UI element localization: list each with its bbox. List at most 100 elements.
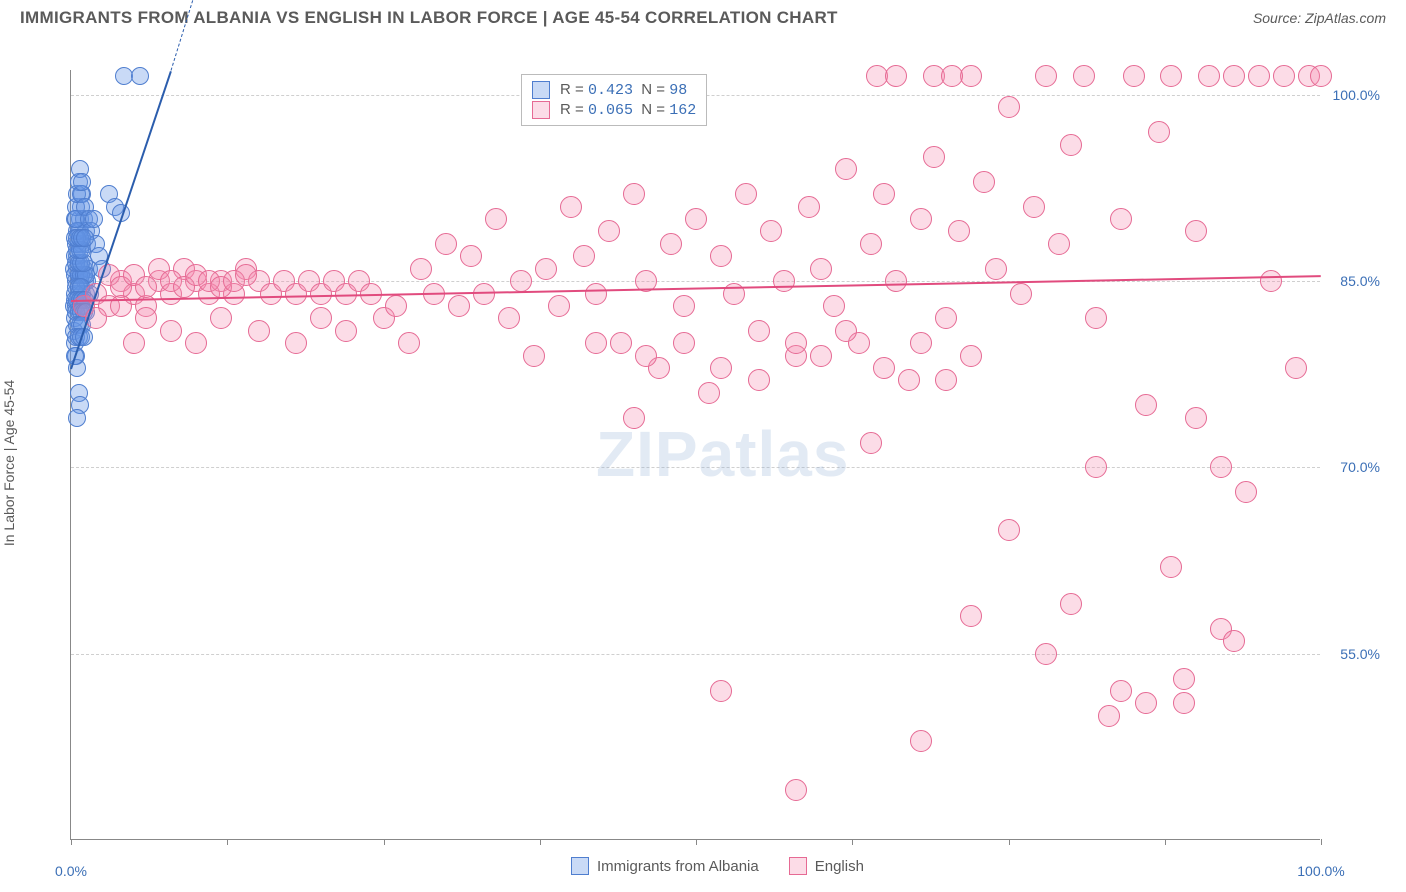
data-point (785, 332, 807, 354)
data-point (885, 270, 907, 292)
legend-swatch (789, 857, 807, 875)
data-point (410, 258, 432, 280)
data-point (1085, 307, 1107, 329)
data-point (610, 332, 632, 354)
data-point (973, 171, 995, 193)
data-point (1185, 220, 1207, 242)
data-point (673, 332, 695, 354)
x-tick (1165, 839, 1166, 845)
x-tick (540, 839, 541, 845)
data-point (310, 307, 332, 329)
data-point (1210, 456, 1232, 478)
legend-swatch (532, 101, 550, 119)
data-point (535, 258, 557, 280)
data-point (1160, 556, 1182, 578)
data-point (960, 605, 982, 627)
data-point (1073, 65, 1095, 87)
data-point (585, 332, 607, 354)
data-point (1235, 481, 1257, 503)
data-point (510, 270, 532, 292)
y-tick-label: 85.0% (1340, 273, 1380, 289)
data-point (935, 369, 957, 391)
legend-item: Immigrants from Albania (571, 857, 759, 875)
data-point (398, 332, 420, 354)
gridline (71, 654, 1320, 655)
data-point (923, 146, 945, 168)
data-point (548, 295, 570, 317)
data-point (73, 173, 91, 191)
data-point (698, 382, 720, 404)
data-point (210, 307, 232, 329)
data-point (998, 96, 1020, 118)
data-point (910, 332, 932, 354)
data-point (85, 210, 103, 228)
data-point (335, 320, 357, 342)
legend-row: R = 0.065 N = 162 (532, 101, 696, 119)
correlation-legend: R = 0.423 N = 98R = 0.065 N = 162 (521, 74, 707, 126)
data-point (135, 307, 157, 329)
data-point (248, 320, 270, 342)
data-point (1110, 208, 1132, 230)
data-point (910, 730, 932, 752)
data-point (1173, 668, 1195, 690)
data-point (773, 270, 795, 292)
data-point (498, 307, 520, 329)
data-point (1048, 233, 1070, 255)
data-point (1085, 456, 1107, 478)
data-point (835, 320, 857, 342)
x-tick-label: 100.0% (1297, 863, 1344, 879)
data-point (1060, 593, 1082, 615)
data-point (1185, 407, 1207, 429)
data-point (560, 196, 582, 218)
data-point (1035, 65, 1057, 87)
data-point (1060, 134, 1082, 156)
data-point (1273, 65, 1295, 87)
legend-label: Immigrants from Albania (597, 858, 759, 875)
data-point (823, 295, 845, 317)
data-point (873, 183, 895, 205)
data-point (68, 409, 86, 427)
data-point (623, 407, 645, 429)
data-point (898, 369, 920, 391)
data-point (448, 295, 470, 317)
gridline (71, 467, 1320, 468)
data-point (1285, 357, 1307, 379)
series-legend: Immigrants from Albania English (571, 857, 864, 875)
data-point (941, 65, 963, 87)
data-point (1098, 705, 1120, 727)
data-point (935, 307, 957, 329)
legend-label: English (815, 858, 864, 875)
data-point (131, 67, 149, 85)
data-point (1110, 680, 1132, 702)
data-point (385, 295, 407, 317)
legend-swatch (571, 857, 589, 875)
data-point (673, 295, 695, 317)
data-point (1173, 692, 1195, 714)
data-point (748, 320, 770, 342)
x-tick (1009, 839, 1010, 845)
data-point (960, 65, 982, 87)
data-point (635, 345, 657, 367)
data-point (910, 208, 932, 230)
y-tick-label: 55.0% (1340, 646, 1380, 662)
data-point (760, 220, 782, 242)
data-point (860, 233, 882, 255)
chart-title: IMMIGRANTS FROM ALBANIA VS ENGLISH IN LA… (20, 8, 838, 28)
data-point (985, 258, 1007, 280)
data-point (1023, 196, 1045, 218)
x-tick (227, 839, 228, 845)
data-point (160, 320, 182, 342)
data-point (573, 245, 595, 267)
data-point (710, 680, 732, 702)
data-point (748, 369, 770, 391)
source-attribution: Source: ZipAtlas.com (1253, 10, 1386, 26)
x-tick (71, 839, 72, 845)
data-point (960, 345, 982, 367)
data-point (860, 432, 882, 454)
data-point (285, 332, 307, 354)
data-point (1123, 65, 1145, 87)
data-point (585, 283, 607, 305)
data-point (1198, 65, 1220, 87)
data-point (685, 208, 707, 230)
data-point (623, 183, 645, 205)
